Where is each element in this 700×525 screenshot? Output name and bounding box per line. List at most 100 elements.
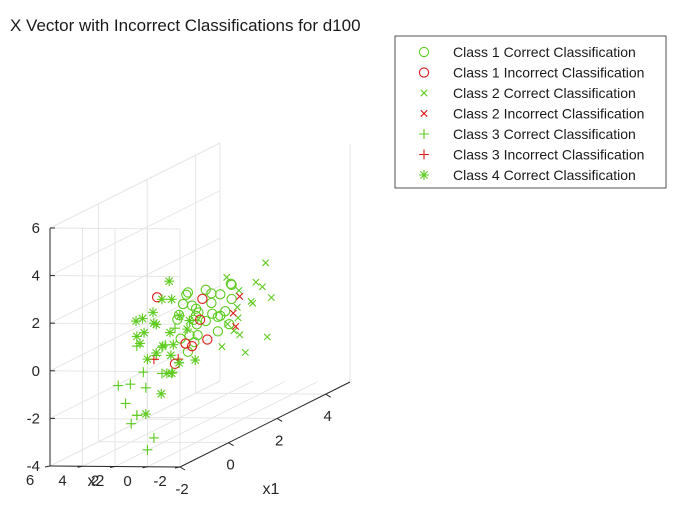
point-class-4-correct-classification — [142, 354, 153, 365]
box-edge — [49, 142, 221, 229]
point-class-4-correct-classification — [148, 307, 158, 318]
point-class-1-correct-classification — [172, 314, 183, 325]
point-class-4-correct-classification — [151, 347, 162, 358]
point-class-1-incorrect-classification — [194, 314, 206, 325]
x-tick-mark — [276, 417, 283, 422]
point-class-4-correct-classification — [165, 327, 176, 338]
x-tick-label: 0 — [226, 457, 234, 474]
z-tick-label: 2 — [32, 315, 40, 332]
point-class-4-correct-classification — [164, 276, 175, 287]
point-class-2-correct-classification — [258, 283, 266, 291]
point-class-4-correct-classification — [165, 350, 176, 361]
points-layer — [113, 259, 275, 455]
point-class-1-correct-classification — [224, 319, 235, 330]
point-class-1-correct-classification — [212, 326, 224, 337]
grid-line — [49, 227, 181, 230]
point-class-3-correct-classification — [131, 410, 142, 421]
point-class-1-correct-classification — [212, 311, 223, 323]
legend-items: Class 1 Correct Classification Class 1 In… — [418, 44, 644, 183]
point-class-3-correct-classification — [169, 323, 180, 334]
z-tick-label: -2 — [27, 410, 40, 427]
point-class-3-correct-classification — [148, 432, 159, 443]
point-class-1-correct-classification — [181, 289, 192, 300]
point-class-2-correct-classification — [233, 303, 241, 311]
x-axis-line — [179, 381, 351, 468]
legend-label: Class 4 Correct Classification — [453, 167, 636, 183]
point-class-4-correct-classification — [140, 409, 151, 420]
point-class-4-correct-classification — [161, 368, 172, 379]
grid-line — [49, 332, 221, 419]
chart-title: X Vector with Incorrect Classifications … — [10, 16, 361, 35]
point-class-1-incorrect-classification — [186, 341, 198, 352]
y-tick-mark — [109, 466, 116, 468]
legend-marker-class-2-incorrect-classification — [420, 109, 428, 118]
point-class-4-correct-classification — [174, 357, 185, 368]
point-class-4-correct-classification — [131, 316, 142, 327]
point-class-1-correct-classification — [226, 293, 237, 305]
y-axis-label: x2 — [88, 473, 105, 490]
grid-line — [49, 237, 221, 324]
point-class-1-correct-classification — [190, 303, 202, 314]
legend-label: Class 2 Incorrect Classification — [453, 106, 644, 122]
legend-label: Class 3 Incorrect Classification — [453, 147, 644, 163]
point-class-2-correct-classification — [267, 293, 275, 302]
point-class-2-incorrect-classification — [236, 292, 244, 301]
point-class-1-correct-classification — [226, 279, 237, 290]
grid-line — [49, 417, 181, 420]
legend-label: Class 2 Correct Classification — [453, 85, 636, 101]
point-class-4-correct-classification — [139, 327, 150, 338]
point-class-4-correct-classification — [148, 318, 159, 329]
point-class-1-correct-classification — [206, 297, 217, 309]
point-class-1-correct-classification — [173, 309, 185, 321]
x-tick-label: 4 — [324, 408, 332, 425]
point-class-4-correct-classification — [168, 339, 179, 350]
point-class-3-correct-classification — [138, 367, 149, 378]
legend-label: Class 1 Incorrect Classification — [453, 65, 644, 81]
grid-line — [49, 370, 181, 373]
point-class-2-correct-classification — [241, 348, 249, 357]
point-class-4-correct-classification — [174, 310, 185, 321]
legend-marker-class-1-correct-classification — [418, 46, 430, 58]
x-tick-mark — [179, 466, 186, 471]
point-class-3-correct-classification — [120, 398, 131, 409]
y-tick-mark — [77, 465, 83, 468]
y-tick-label: 6 — [26, 472, 34, 489]
y-tick-mark — [174, 466, 181, 469]
legend-marker-class-4-correct-classification — [419, 170, 429, 180]
point-class-2-correct-classification — [247, 297, 255, 306]
point-class-1-correct-classification — [200, 315, 211, 327]
z-tick-label: -4 — [27, 458, 40, 475]
point-class-2-correct-classification — [218, 343, 226, 351]
legend-box — [394, 35, 667, 189]
point-class-2-incorrect-classification — [229, 309, 237, 317]
legend-marker-class-3-correct-classification — [419, 129, 429, 139]
point-class-1-correct-classification — [175, 333, 186, 344]
point-class-1-correct-classification — [192, 329, 203, 341]
x-tick-mark — [228, 442, 234, 447]
legend-marker-class-1-incorrect-classification — [418, 67, 430, 78]
point-class-1-incorrect-classification — [202, 334, 213, 345]
point-class-4-correct-classification — [157, 340, 168, 351]
grid-line — [49, 275, 181, 278]
axis-layer — [44, 227, 351, 471]
point-class-4-correct-classification — [131, 331, 142, 342]
x-axis-label: x1 — [263, 481, 280, 498]
y-tick-label: 0 — [123, 473, 131, 490]
point-class-2-correct-classification — [236, 331, 244, 339]
point-class-4-correct-classification — [182, 324, 193, 335]
point-class-2-correct-classification — [223, 273, 231, 281]
point-class-3-correct-classification — [113, 380, 124, 391]
grid-layer — [49, 142, 351, 468]
z-tick-label: 4 — [32, 268, 40, 285]
point-class-4-correct-classification — [190, 355, 201, 366]
x-tick-label: -2 — [175, 481, 188, 498]
point-class-1-correct-classification — [182, 287, 194, 298]
point-class-4-correct-classification — [156, 294, 167, 305]
point-class-4-correct-classification — [151, 319, 162, 330]
point-class-1-correct-classification — [207, 308, 218, 319]
grid-line — [147, 381, 318, 468]
point-class-1-correct-classification — [225, 278, 237, 289]
point-class-1-incorrect-classification — [197, 293, 208, 305]
